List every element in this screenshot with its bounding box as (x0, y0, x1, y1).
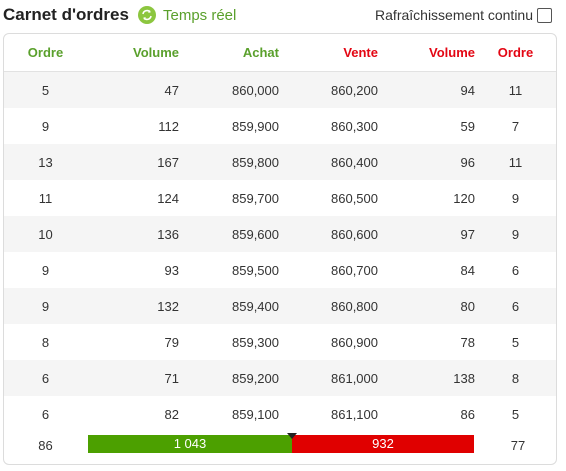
row-buy-volume: 112 (87, 108, 179, 144)
realtime-toggle[interactable]: Temps réel (138, 6, 236, 24)
continuous-refresh-label: Rafraîchissement continu (375, 7, 533, 23)
row-bid-price: 859,400 (179, 288, 279, 324)
row-buy-orders: 5 (4, 71, 87, 108)
row-sell-volume: 97 (378, 216, 475, 252)
table-row: 8 79 859,300 860,900 78 5 (4, 324, 556, 360)
row-ask-price: 860,300 (279, 108, 378, 144)
row-buy-volume: 71 (87, 360, 179, 396)
column-header-bid: Achat (179, 34, 279, 72)
row-sell-orders: 9 (475, 180, 556, 216)
refresh-arrows-icon (138, 6, 156, 24)
row-buy-volume: 47 (87, 71, 179, 108)
row-sell-volume: 138 (378, 360, 475, 396)
row-buy-orders: 9 (4, 252, 87, 288)
volume-balance-bar: 1 043 932 (88, 433, 474, 453)
row-sell-orders: 5 (475, 396, 556, 432)
row-ask-price: 861,100 (279, 396, 378, 432)
table-row: 5 47 860,000 860,200 94 11 (4, 71, 556, 108)
row-sell-orders: 6 (475, 288, 556, 324)
page-title: Carnet d'ordres (3, 5, 129, 24)
order-book-header: Carnet d'ordres Temps réel Rafraîchissem… (0, 0, 566, 32)
row-buy-orders: 8 (4, 324, 87, 360)
row-sell-orders: 5 (475, 324, 556, 360)
row-sell-volume: 96 (378, 144, 475, 180)
row-bid-price: 860,000 (179, 71, 279, 108)
column-header-buy-orders: Ordre (4, 34, 87, 72)
table-row: 9 112 859,900 860,300 59 7 (4, 108, 556, 144)
sell-volume-bar: 932 (292, 435, 474, 453)
row-buy-volume: 93 (87, 252, 179, 288)
row-sell-orders: 11 (475, 71, 556, 108)
row-sell-orders: 8 (475, 360, 556, 396)
table-row: 11 124 859,700 860,500 120 9 (4, 180, 556, 216)
total-buy-orders: 86 (38, 438, 53, 453)
row-buy-volume: 79 (87, 324, 179, 360)
buy-volume-bar: 1 043 (88, 435, 292, 453)
row-sell-orders: 7 (475, 108, 556, 144)
table-row: 6 71 859,200 861,000 138 8 (4, 360, 556, 396)
row-buy-orders: 11 (4, 180, 87, 216)
row-sell-volume: 84 (378, 252, 475, 288)
row-sell-volume: 78 (378, 324, 475, 360)
row-sell-volume: 94 (378, 71, 475, 108)
row-sell-volume: 59 (378, 108, 475, 144)
row-buy-volume: 124 (87, 180, 179, 216)
row-sell-volume: 86 (378, 396, 475, 432)
row-ask-price: 861,000 (279, 360, 378, 396)
table-row: 6 82 859,100 861,100 86 5 (4, 396, 556, 432)
table-row: 9 132 859,400 860,800 80 6 (4, 288, 556, 324)
row-buy-volume: 136 (87, 216, 179, 252)
column-header-buy-volume: Volume (87, 34, 179, 72)
total-sell-orders: 77 (510, 438, 526, 453)
row-bid-price: 859,600 (179, 216, 279, 252)
row-bid-price: 859,900 (179, 108, 279, 144)
row-ask-price: 860,200 (279, 71, 378, 108)
totals-row: 86 1 043 932 77 (4, 428, 556, 464)
row-buy-orders: 9 (4, 288, 87, 324)
row-bid-price: 859,500 (179, 252, 279, 288)
continuous-refresh-checkbox[interactable] (537, 7, 552, 23)
table-row: 10 136 859,600 860,600 97 9 (4, 216, 556, 252)
row-bid-price: 859,200 (179, 360, 279, 396)
row-bid-price: 859,300 (179, 324, 279, 360)
row-ask-price: 860,800 (279, 288, 378, 324)
row-sell-orders: 9 (475, 216, 556, 252)
column-header-ask: Vente (279, 34, 378, 72)
row-ask-price: 860,700 (279, 252, 378, 288)
table-header-row: Ordre Volume Achat Vente Volume Ordre (4, 34, 556, 72)
row-buy-volume: 167 (87, 144, 179, 180)
row-sell-orders: 6 (475, 252, 556, 288)
row-buy-volume: 82 (87, 396, 179, 432)
row-buy-orders: 13 (4, 144, 87, 180)
realtime-label: Temps réel (163, 6, 237, 24)
table-row: 13 167 859,800 860,400 96 11 (4, 144, 556, 180)
row-buy-volume: 132 (87, 288, 179, 324)
row-buy-orders: 10 (4, 216, 87, 252)
column-header-sell-volume: Volume (378, 34, 475, 72)
balance-marker-icon (287, 433, 297, 439)
row-ask-price: 860,900 (279, 324, 378, 360)
row-ask-price: 860,400 (279, 144, 378, 180)
row-sell-orders: 11 (475, 144, 556, 180)
row-bid-price: 859,100 (179, 396, 279, 432)
row-sell-volume: 120 (378, 180, 475, 216)
row-buy-orders: 9 (4, 108, 87, 144)
row-sell-volume: 80 (378, 288, 475, 324)
row-buy-orders: 6 (4, 360, 87, 396)
row-buy-orders: 6 (4, 396, 87, 432)
row-ask-price: 860,600 (279, 216, 378, 252)
row-bid-price: 859,700 (179, 180, 279, 216)
column-header-sell-orders: Ordre (475, 34, 556, 72)
row-bid-price: 859,800 (179, 144, 279, 180)
table-row: 9 93 859,500 860,700 84 6 (4, 252, 556, 288)
continuous-refresh[interactable]: Rafraîchissement continu (375, 7, 552, 23)
row-ask-price: 860,500 (279, 180, 378, 216)
